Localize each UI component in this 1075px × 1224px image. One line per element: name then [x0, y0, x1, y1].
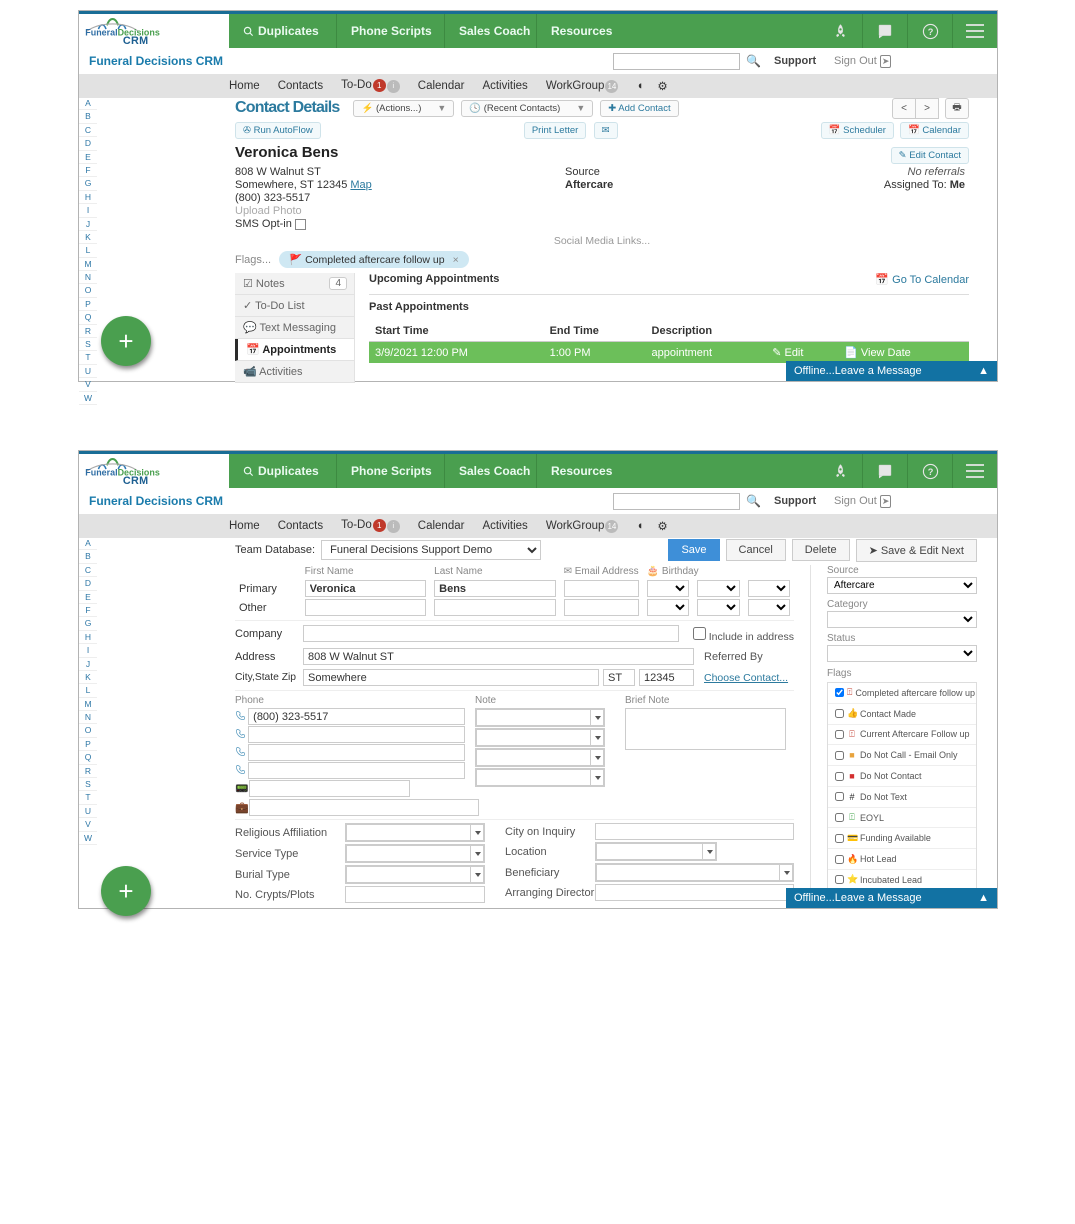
svg-text:CRM: CRM — [123, 475, 148, 487]
svg-text:?: ? — [927, 27, 933, 37]
svg-text:?: ? — [927, 467, 933, 477]
svg-text:CRM: CRM — [123, 35, 148, 47]
